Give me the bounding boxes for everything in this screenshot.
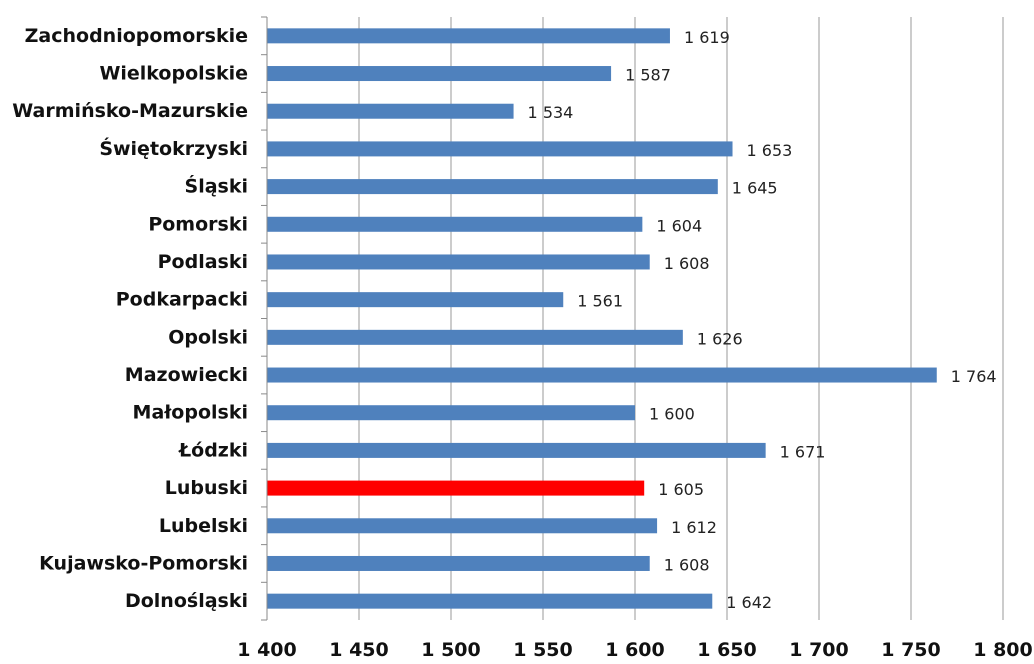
- category-label: Śląski: [185, 174, 248, 198]
- bar: [267, 216, 643, 232]
- category-label: Wielkopolskie: [99, 63, 248, 85]
- bar: [267, 367, 937, 383]
- value-axis: 1 400 1 450 1 500 1 550 1 600 1 650 1 700 1 750…: [237, 639, 1033, 661]
- data-label: 1 645: [732, 179, 778, 198]
- data-label: 1 619: [684, 28, 730, 47]
- category-label: Świętokrzyski: [99, 136, 248, 160]
- category-label: Dolnośląski: [125, 590, 248, 612]
- bar: [267, 555, 650, 571]
- x-tick-label: 1 650: [697, 639, 757, 661]
- x-tick-label: 1 500: [421, 639, 481, 661]
- bar: [267, 292, 564, 308]
- data-label: 1 604: [656, 216, 702, 235]
- x-tick-label: 1 450: [329, 639, 389, 661]
- data-label: 1 626: [697, 329, 743, 348]
- bar: [267, 442, 766, 458]
- data-label: 1 671: [780, 442, 826, 461]
- bar: [267, 179, 718, 195]
- data-label: 1 612: [671, 518, 717, 537]
- bar: [267, 141, 733, 157]
- bar: [267, 593, 713, 609]
- bar: [267, 66, 612, 82]
- data-label: 1 642: [726, 593, 772, 612]
- x-tick-label: 1 800: [973, 639, 1033, 661]
- bar: [267, 103, 514, 119]
- category-label: Kujawsko-Pomorski: [39, 552, 248, 574]
- category-label: Lubelski: [159, 515, 248, 537]
- bar: [267, 28, 670, 44]
- bars: [267, 28, 937, 609]
- category-label: Podlaski: [158, 251, 248, 273]
- category-label: Mazowiecki: [125, 364, 248, 386]
- data-label: 1 764: [951, 367, 997, 386]
- category-label: Podkarpacki: [116, 289, 248, 311]
- data-label: 1 600: [649, 405, 695, 424]
- category-label: Zachodniopomorskie: [25, 25, 248, 47]
- category-label: Opolski: [168, 326, 248, 348]
- x-tick-label: 1 400: [237, 639, 297, 661]
- category-label: Pomorski: [148, 213, 248, 235]
- category-label: Małopolski: [133, 402, 248, 424]
- data-label: 1 605: [658, 480, 704, 499]
- bar: [267, 518, 658, 534]
- category-label: Lubuski: [165, 477, 248, 499]
- data-label: 1 561: [577, 292, 623, 311]
- data-label: 1 608: [664, 254, 710, 273]
- data-label: 1 587: [625, 66, 671, 85]
- data-label: 1 534: [528, 103, 574, 122]
- x-tick-label: 1 750: [881, 639, 941, 661]
- x-tick-label: 1 550: [513, 639, 573, 661]
- category-label: Warmińsko-Mazurskie: [12, 100, 248, 122]
- bar: [267, 480, 645, 496]
- category-label: Łódzki: [178, 439, 248, 461]
- data-labels: 1 619 1 587 1 534 1 653 1 645 1 604 1 608 1 561…: [528, 28, 997, 612]
- bar: [267, 329, 683, 345]
- x-tick-label: 1 600: [605, 639, 665, 661]
- category-axis: Zachodniopomorskie Wielkopolskie Warmińsko…: [12, 16, 268, 621]
- bar: [267, 405, 635, 421]
- data-label: 1 653: [747, 141, 793, 160]
- bar: [267, 254, 650, 270]
- x-tick-label: 1 700: [789, 639, 849, 661]
- data-label: 1 608: [664, 555, 710, 574]
